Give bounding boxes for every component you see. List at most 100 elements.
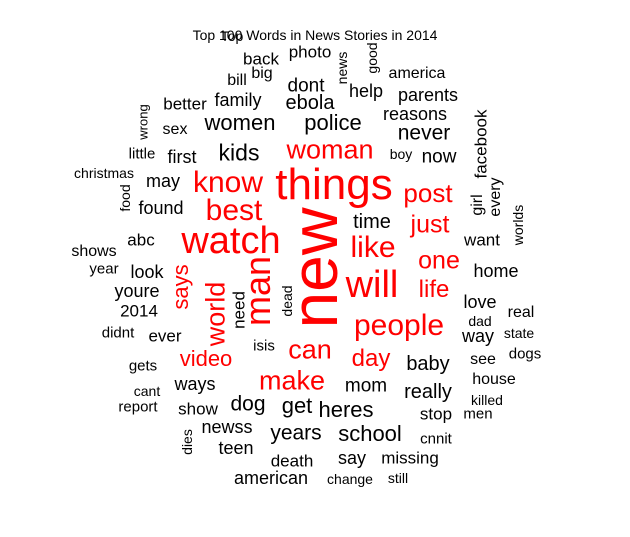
cloud-word: sex: [162, 121, 188, 138]
cloud-word: report: [118, 398, 158, 416]
cloud-word: reasons: [382, 104, 448, 124]
cloud-word: baby: [406, 353, 450, 375]
cloud-word: gets: [128, 357, 158, 375]
cloud-word: may: [145, 171, 181, 191]
cloud-word: good: [364, 42, 380, 74]
cloud-word: killed: [471, 392, 503, 408]
cloud-word: boy: [389, 146, 413, 162]
cloud-word: food: [117, 184, 133, 212]
cloud-word: will: [345, 264, 399, 306]
cloud-word: dont: [287, 75, 325, 97]
cloud-word: Top: [220, 28, 244, 44]
cloud-word: really: [404, 381, 452, 403]
cloud-word: ever: [148, 326, 182, 346]
cloud-word: mom: [344, 375, 388, 397]
cloud-word: make: [258, 365, 326, 396]
cloud-word: men: [463, 405, 493, 423]
cloud-title: Top 100 Words in News Stories in 2014: [192, 27, 438, 43]
cloud-word: want: [464, 230, 500, 250]
cloud-word: first: [167, 147, 197, 167]
cloud-word: year: [89, 260, 119, 278]
cloud-word: know: [192, 166, 264, 199]
cloud-word: youre: [114, 281, 160, 301]
cloud-word: world: [200, 281, 231, 347]
cloud-word: still: [387, 470, 409, 486]
cloud-word: big: [251, 65, 273, 82]
cloud-word: real: [507, 304, 535, 321]
cloud-word: american: [233, 468, 309, 488]
cloud-word: cnnit: [420, 430, 452, 448]
cloud-word: woman: [286, 134, 374, 165]
cloud-word: things: [275, 160, 393, 209]
cloud-word: cant: [133, 383, 161, 399]
cloud-word: newss: [201, 417, 253, 437]
cloud-word: every: [487, 177, 504, 217]
cloud-word: now: [421, 146, 457, 168]
cloud-word: never: [397, 121, 451, 145]
cloud-word: stop: [419, 404, 453, 424]
cloud-word: say: [337, 448, 367, 468]
cloud-word: photo: [288, 42, 332, 62]
cloud-word: like: [350, 231, 396, 264]
cloud-word: 2014: [120, 301, 158, 321]
cloud-word: wrong: [135, 104, 151, 140]
cloud-word: girl: [469, 194, 486, 216]
cloud-word: dead: [279, 285, 295, 317]
cloud-word: one: [418, 246, 460, 275]
cloud-word: kids: [218, 139, 260, 166]
cloud-word: dogs: [508, 345, 542, 363]
cloud-word: people: [353, 309, 445, 342]
cloud-word: ways: [174, 374, 216, 394]
cloud-word: show: [178, 399, 218, 419]
cloud-word: can: [288, 334, 332, 365]
cloud-word: way: [461, 326, 495, 346]
cloud-word: watch: [181, 220, 281, 262]
cloud-word: just: [410, 210, 450, 239]
cloud-word: years: [270, 421, 322, 445]
cloud-word: post: [403, 178, 453, 208]
cloud-word: bill: [227, 72, 247, 89]
cloud-word: see: [470, 351, 496, 368]
cloud-word: teen: [218, 438, 254, 458]
cloud-word: worlds: [510, 204, 526, 246]
cloud-word: america: [388, 65, 446, 82]
cloud-word: found: [138, 198, 184, 218]
cloud-word: facebook: [471, 109, 491, 179]
cloud-word: home: [473, 261, 519, 281]
cloud-word: get: [281, 393, 313, 418]
cloud-word: christmas: [74, 165, 134, 181]
cloud-word: death: [270, 451, 314, 471]
cloud-word: life: [418, 276, 450, 303]
cloud-word: abc: [127, 230, 155, 250]
cloud-word: help: [348, 81, 384, 101]
cloud-word: missing: [381, 448, 439, 468]
cloud-word: time: [353, 211, 391, 233]
cloud-word: state: [503, 325, 535, 341]
cloud-word: house: [472, 371, 516, 388]
cloud-word: day: [351, 345, 391, 372]
cloud-word: says: [168, 264, 193, 310]
cloud-word: video: [179, 346, 233, 371]
cloud-word: better: [163, 94, 207, 114]
cloud-word: shows: [71, 243, 117, 260]
cloud-word: women: [204, 110, 276, 135]
cloud-word: dies: [179, 429, 195, 455]
cloud-word: best: [205, 194, 263, 227]
cloud-word: back: [243, 49, 279, 69]
cloud-word: heres: [318, 397, 374, 422]
cloud-word: didnt: [101, 324, 135, 342]
cloud-word: little: [128, 145, 156, 163]
cloud-word: parents: [397, 85, 459, 105]
cloud-word: police: [304, 110, 362, 135]
cloud-word: news: [334, 51, 350, 85]
cloud-word: isis: [253, 337, 275, 355]
cloud-word: change: [327, 471, 373, 487]
cloud-word: school: [338, 421, 402, 446]
cloud-word: family: [214, 90, 262, 110]
cloud-word: dad: [468, 313, 492, 329]
cloud-word: need: [229, 291, 249, 329]
cloud-word: ebola: [285, 92, 335, 114]
cloud-word: look: [130, 262, 164, 282]
